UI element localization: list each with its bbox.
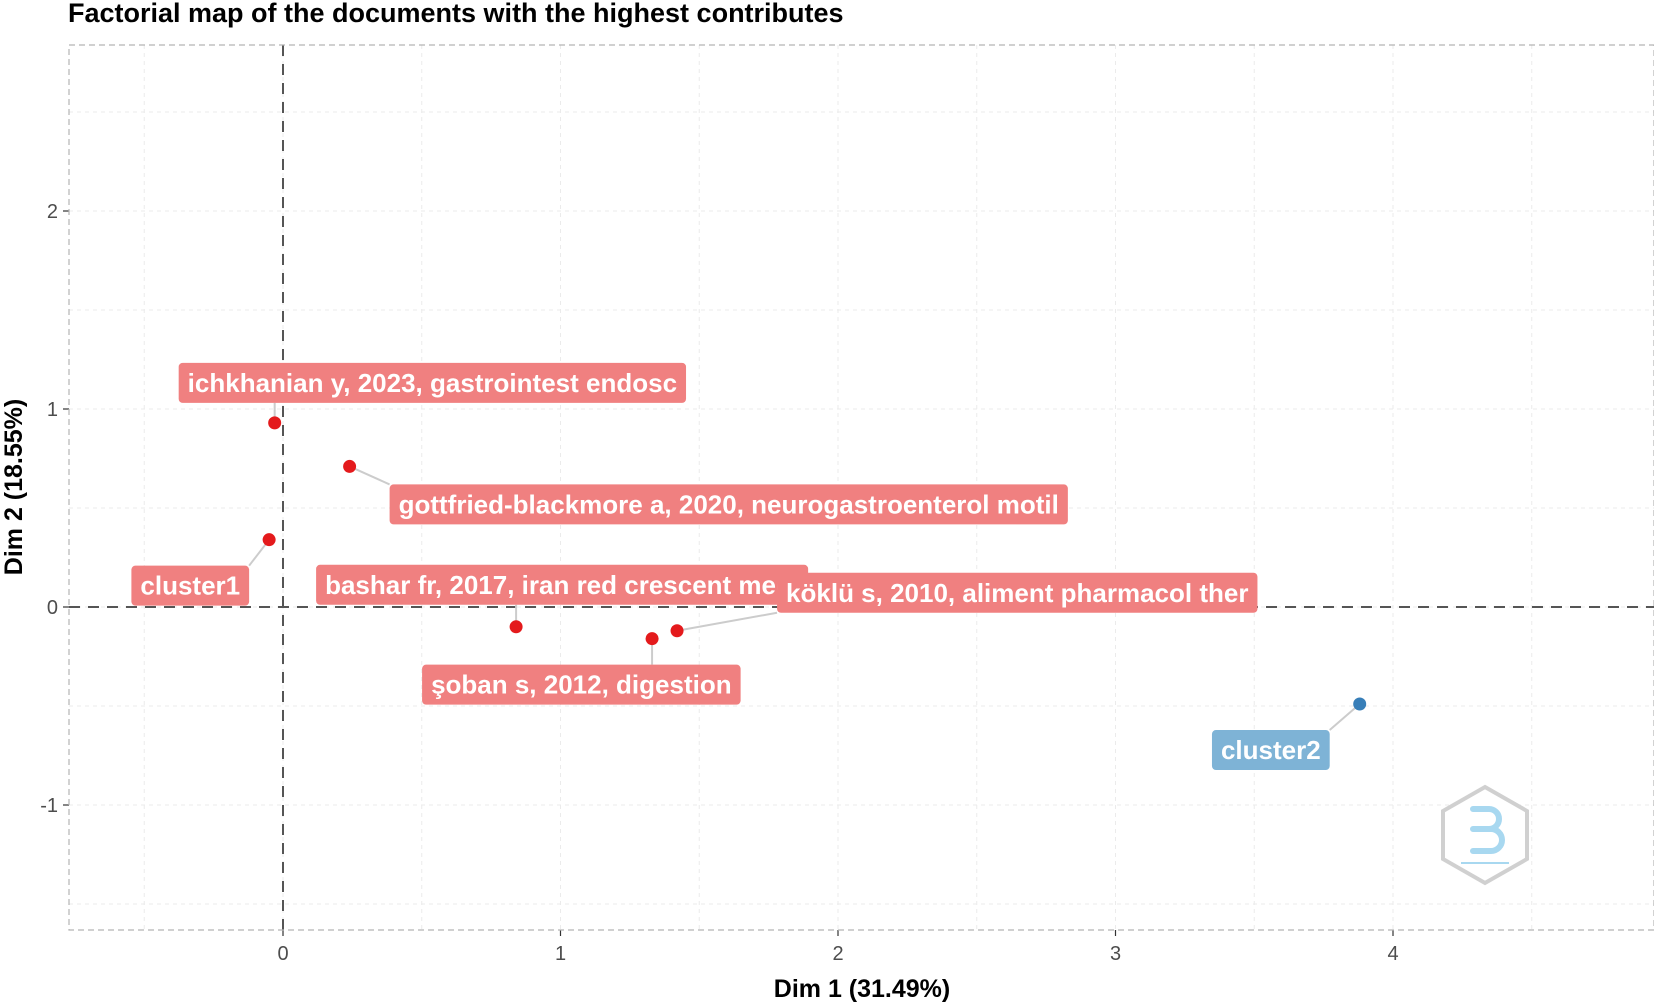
label-connector [676,611,778,632]
point-label: cluster2 [1211,730,1330,771]
point-label-box [1211,730,1330,771]
data-point [509,620,523,634]
data-point [343,459,357,473]
point-label-text: cluster2 [1221,735,1321,765]
data-point [670,624,684,638]
data-point [262,533,276,547]
point-label-text: gottfried-blackmore a, 2020, neurogastro… [399,489,1059,519]
x-tick-label: 1 [555,943,566,965]
point-label-box [178,362,687,403]
x-tick-label: 0 [277,943,288,965]
y-tick-label: 2 [47,201,58,223]
point-label-box [422,664,741,705]
point-label-box [389,484,1068,525]
data-point [1353,697,1367,711]
x-tick-label: 3 [1110,943,1121,965]
point-labels: ichkhanian y, 2023, gastrointest endosc g… [131,362,1330,771]
point-label-text: cluster1 [140,571,240,601]
y-tick-label: 0 [47,597,58,619]
point-label: bashar fr, 2017, iran red crescent medj [316,564,809,605]
point-label-text: bashar fr, 2017, iran red crescent medj [325,570,799,600]
label-connector [1329,703,1361,731]
x-axis-title: Dim 1 (31.49%) [774,975,950,1003]
point-label-text: şoban s, 2012, digestion [431,670,732,700]
label-connector [349,465,391,486]
x-tick-label: 4 [1387,943,1398,965]
point-label-box [777,572,1258,613]
axis-ticks: 0 1 2 3 4 -1 0 1 2 [40,201,1398,965]
point-label: köklü s, 2010, aliment pharmacol ther [777,572,1258,613]
data-points [262,416,1367,711]
point-label: ichkhanian y, 2023, gastrointest endosc [178,362,687,403]
y-tick-label: 1 [47,399,58,421]
bibliometrix-logo [1441,784,1529,886]
x-tick-label: 2 [832,943,843,965]
point-label-box [316,564,809,605]
point-label: cluster1 [131,565,250,606]
data-point [268,416,282,430]
y-axis-title: Dim 2 (18.55%) [0,399,28,575]
point-label-text: ichkhanian y, 2023, gastrointest endosc [188,368,677,398]
chart-title: Factorial map of the documents with the … [68,0,844,28]
data-point [645,632,659,646]
grid-lines [69,45,1654,930]
reference-lines [69,45,1654,930]
point-label-box [131,565,250,606]
plot-panel-border [68,44,1654,931]
point-label: şoban s, 2012, digestion [422,664,741,705]
point-label-text: köklü s, 2010, aliment pharmacol ther [786,578,1248,608]
point-label: gottfried-blackmore a, 2020, neurogastro… [389,484,1068,525]
y-tick-label: -1 [40,795,58,817]
